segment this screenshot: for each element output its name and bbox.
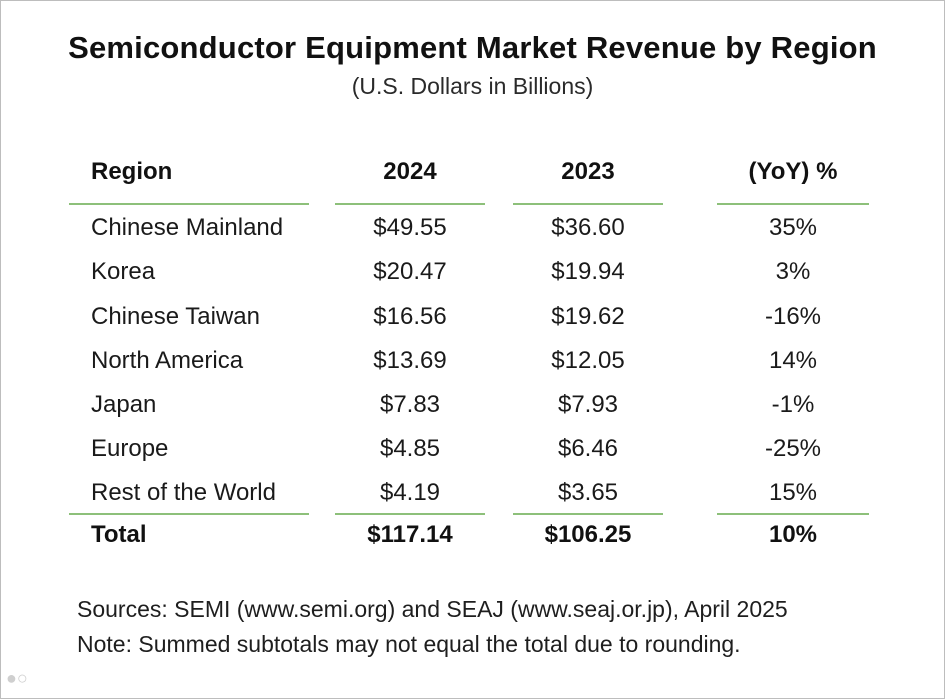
row-2023: $19.62 [551,303,625,330]
header-rule-region [69,203,309,205]
row-2023: $3.65 [557,479,619,506]
row-region: North America [91,347,244,374]
header-2023: 2023 [561,158,615,185]
row-2024: $13.69 [373,347,447,374]
header-2024: 2024 [383,158,437,185]
total-2023: $106.25 [544,521,632,548]
row-yoy: -1% [771,391,815,418]
rounding-note: Note: Summed subtotals may not equal the… [77,631,741,657]
row-2024: $49.55 [373,214,447,241]
row-yoy: 14% [768,347,818,374]
chart-title: Semiconductor Equipment Market Revenue b… [68,30,877,65]
row-2024: $16.56 [373,303,447,330]
total-rule-yoy [717,513,869,515]
row-2023: $12.05 [551,347,625,374]
header-rule-yoy [717,203,869,205]
watermark-logo-icon: ●○ [6,668,28,688]
header-rule-2023 [513,203,663,205]
row-yoy: 15% [768,479,818,506]
row-2024: $20.47 [373,258,447,285]
header-yoy: (YoY) % [748,158,838,185]
row-yoy: -16% [764,303,822,330]
row-2023: $6.46 [557,435,619,462]
row-yoy: 35% [768,214,818,241]
row-region: Rest of the World [91,479,276,506]
total-label: Total [91,521,147,548]
total-2024: $117.14 [367,521,453,548]
row-2024: $7.83 [379,391,441,418]
total-yoy: 10% [768,521,818,548]
row-2024: $4.85 [379,435,441,462]
header-rule-2024 [335,203,485,205]
total-rule-2024 [335,513,485,515]
row-yoy: -25% [764,435,822,462]
row-2023: $36.60 [551,214,625,241]
row-2023: $19.94 [551,258,625,285]
row-region: Chinese Taiwan [91,303,260,330]
total-rule-region [69,513,309,515]
row-region: Japan [91,391,157,418]
row-2024: $4.19 [379,479,441,506]
sources-footnote: Sources: SEMI (www.semi.org) and SEAJ (w… [77,596,788,622]
row-2023: $7.93 [557,391,619,418]
chart-subtitle: (U.S. Dollars in Billions) [351,73,594,99]
row-region: Chinese Mainland [91,214,284,241]
total-rule-2023 [513,513,663,515]
row-region: Korea [91,258,156,285]
row-region: Europe [91,435,169,462]
header-region: Region [91,158,173,185]
row-yoy: 3% [775,258,811,285]
